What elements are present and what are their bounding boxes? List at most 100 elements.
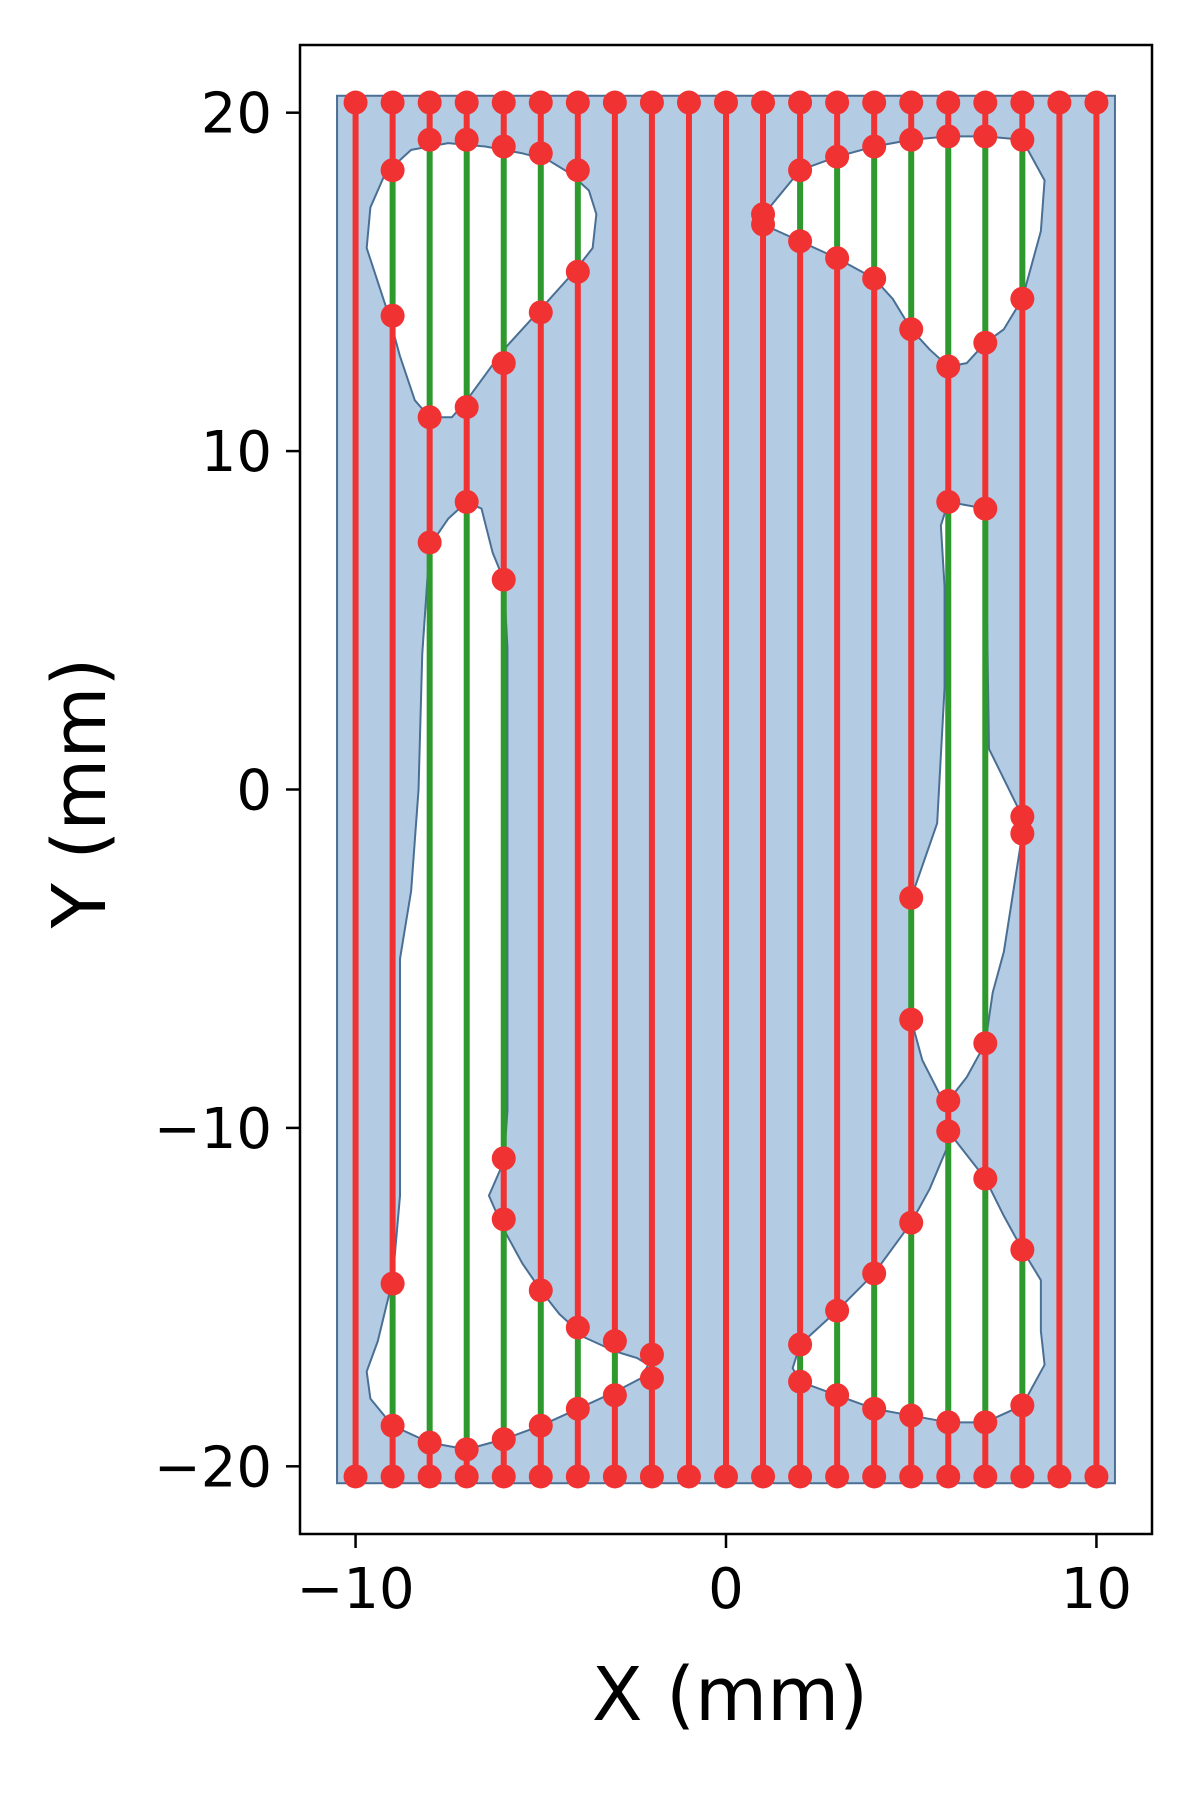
intersection-point xyxy=(676,1464,701,1489)
intersection-point xyxy=(751,90,776,115)
intersection-point xyxy=(862,1464,887,1489)
intersection-point xyxy=(491,567,516,592)
intersection-point xyxy=(528,90,553,115)
intersection-point xyxy=(491,134,516,159)
intersection-point xyxy=(528,141,553,166)
intersection-point xyxy=(825,1464,850,1489)
intersection-point xyxy=(602,1383,627,1408)
intersection-point xyxy=(825,90,850,115)
intersection-point xyxy=(899,90,924,115)
intersection-point xyxy=(862,1396,887,1421)
intersection-point xyxy=(565,259,590,284)
intersection-point xyxy=(936,1464,961,1489)
intersection-point xyxy=(1010,1393,1035,1418)
intersection-point xyxy=(1084,90,1109,115)
intersection-point xyxy=(380,1271,405,1296)
intersection-point xyxy=(973,1410,998,1435)
intersection-point xyxy=(973,1031,998,1056)
intersection-point xyxy=(751,202,776,227)
intersection-point xyxy=(936,489,961,514)
intersection-point xyxy=(417,127,442,152)
intersection-point xyxy=(528,1413,553,1438)
intersection-point xyxy=(565,1396,590,1421)
intersection-point xyxy=(417,530,442,555)
intersection-point xyxy=(973,1166,998,1191)
intersection-point xyxy=(936,90,961,115)
intersection-point xyxy=(491,351,516,376)
intersection-point xyxy=(380,1464,405,1489)
intersection-point xyxy=(454,489,479,514)
intersection-point xyxy=(862,134,887,159)
intersection-point xyxy=(639,1342,664,1367)
intersection-point xyxy=(973,90,998,115)
intersection-point xyxy=(825,1298,850,1323)
intersection-point xyxy=(1047,1464,1072,1489)
intersection-point xyxy=(788,229,813,254)
intersection-point xyxy=(454,1464,479,1489)
intersection-point xyxy=(639,90,664,115)
intersection-point xyxy=(417,1464,442,1489)
intersection-point xyxy=(639,1366,664,1391)
intersection-point xyxy=(380,303,405,328)
intersection-point xyxy=(973,1464,998,1489)
intersection-point xyxy=(899,127,924,152)
intersection-point xyxy=(936,1088,961,1113)
intersection-point xyxy=(454,127,479,152)
intersection-point xyxy=(714,1464,738,1489)
intersection-point xyxy=(343,90,368,115)
intersection-point xyxy=(1084,1464,1109,1489)
intersection-point xyxy=(565,1464,590,1489)
intersection-point xyxy=(491,1207,516,1232)
intersection-point xyxy=(454,395,479,420)
intersection-point xyxy=(417,90,442,115)
x-axis-label: X (mm) xyxy=(592,1652,868,1738)
x-tick-label: 0 xyxy=(708,1557,744,1622)
intersection-point xyxy=(973,496,998,521)
intersection-point xyxy=(454,90,479,115)
intersection-point xyxy=(936,124,961,149)
intersection-point xyxy=(936,354,961,379)
intersection-point xyxy=(491,1427,516,1452)
intersection-point xyxy=(528,300,553,325)
intersection-point xyxy=(862,266,887,291)
intersection-point xyxy=(788,1369,813,1394)
intersection-point xyxy=(1010,821,1035,846)
intersection-point xyxy=(491,90,516,115)
intersection-point xyxy=(936,1119,961,1144)
y-tick-label: −20 xyxy=(154,1435,272,1500)
intersection-point xyxy=(751,1464,776,1489)
intersection-point xyxy=(788,1464,813,1489)
intersection-point xyxy=(602,1329,627,1354)
y-tick-label: −10 xyxy=(154,1097,272,1162)
intersection-point xyxy=(1010,1464,1035,1489)
intersection-point xyxy=(380,90,405,115)
intersection-point xyxy=(528,1278,553,1303)
intersection-point xyxy=(1047,90,1072,115)
intersection-point xyxy=(491,1146,516,1171)
intersection-point xyxy=(528,1464,553,1489)
intersection-point xyxy=(899,1403,924,1428)
intersection-point xyxy=(899,317,924,342)
intersection-point xyxy=(380,158,405,183)
y-tick-label: 0 xyxy=(236,759,272,824)
intersection-point xyxy=(936,1410,961,1435)
intersection-point xyxy=(639,1464,664,1489)
intersection-point xyxy=(491,1464,516,1489)
intersection-point xyxy=(454,1437,479,1462)
intersection-point xyxy=(825,144,850,169)
intersection-point xyxy=(1010,90,1035,115)
intersection-point xyxy=(380,1413,405,1438)
intersection-point xyxy=(1010,804,1035,829)
intersection-point xyxy=(714,90,738,115)
intersection-point xyxy=(973,124,998,149)
intersection-point xyxy=(973,330,998,355)
intersection-point xyxy=(565,1315,590,1340)
intersection-point xyxy=(788,1332,813,1357)
x-tick-label: 10 xyxy=(1061,1557,1132,1622)
intersection-point xyxy=(565,90,590,115)
intersection-point xyxy=(565,158,590,183)
axes: X (mm) Y (mm) −10 0 10 −20 −10 0 10 20 xyxy=(37,43,1154,1738)
intersection-point xyxy=(788,158,813,183)
intersection-point xyxy=(417,1430,442,1455)
